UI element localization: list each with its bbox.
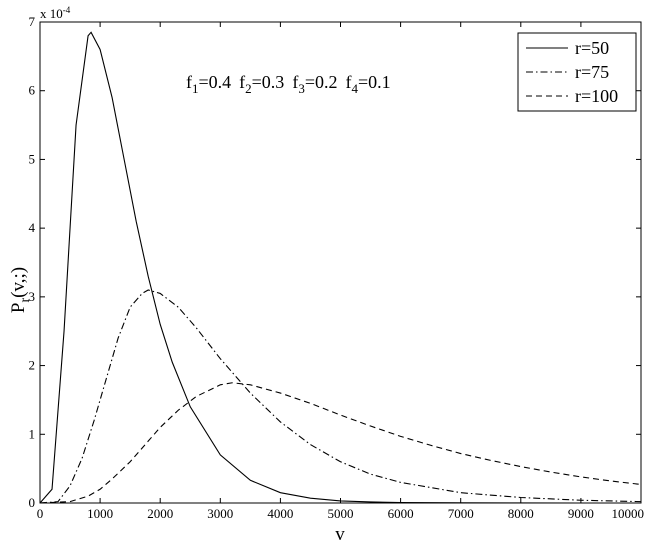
ticks-layer: 0 1000 2000 3000 4000 5000 6000 7000 8000 9000 100… xyxy=(29,14,645,521)
legend: r=50 r=75 r=100 xyxy=(517,32,637,112)
series-line-r=75 xyxy=(39,289,642,504)
x-tick-label: 7000 xyxy=(448,506,474,521)
y-tick-label: 3 xyxy=(29,289,36,304)
y-tick-label: 6 xyxy=(29,83,36,98)
x-tick-label: 10000 xyxy=(612,506,645,521)
y-axis-title: Pr(v,;) xyxy=(8,267,33,313)
y-tick-label: 4 xyxy=(29,220,36,235)
x-tick-label: 0 xyxy=(37,506,44,521)
legend-box xyxy=(517,32,637,112)
x-tick-label: 4000 xyxy=(267,506,293,521)
series-layer xyxy=(39,31,642,504)
x-tick-label: 6000 xyxy=(388,506,414,521)
series-line-r=100 xyxy=(39,382,642,504)
y-tick-label: 0 xyxy=(29,495,36,510)
legend-label: r=50 xyxy=(575,38,609,58)
x-tick-label: 8000 xyxy=(508,506,534,521)
y-tick-label: 7 xyxy=(29,14,36,29)
legend-label: r=75 xyxy=(575,62,609,82)
y-exponent-label: x 10-4 xyxy=(40,5,71,21)
y-axis-title-text: Pr(v,;) xyxy=(8,267,33,313)
y-tick-label: 5 xyxy=(29,151,36,166)
x-tick-label: 1000 xyxy=(87,506,113,521)
x-axis-title: v xyxy=(335,524,345,545)
series-line-r=50 xyxy=(39,31,642,504)
y-tick-label: 1 xyxy=(29,426,36,441)
x-tick-label: 9000 xyxy=(568,506,594,521)
x-tick-label: 3000 xyxy=(207,506,233,521)
y-tick-label: 2 xyxy=(29,358,36,373)
x-tick-label: 5000 xyxy=(328,506,354,521)
parameter-annotation: f1=0.4 f2=0.3 f3=0.2 f4=0.1 xyxy=(186,72,391,96)
legend-label: r=100 xyxy=(575,86,618,106)
x-tick-label: 2000 xyxy=(147,506,173,521)
labels-layer: x 10-4 v Pr(v,;) f1=0.4 f2=0.3 f3=0.2 f4=0.… xyxy=(8,5,391,545)
